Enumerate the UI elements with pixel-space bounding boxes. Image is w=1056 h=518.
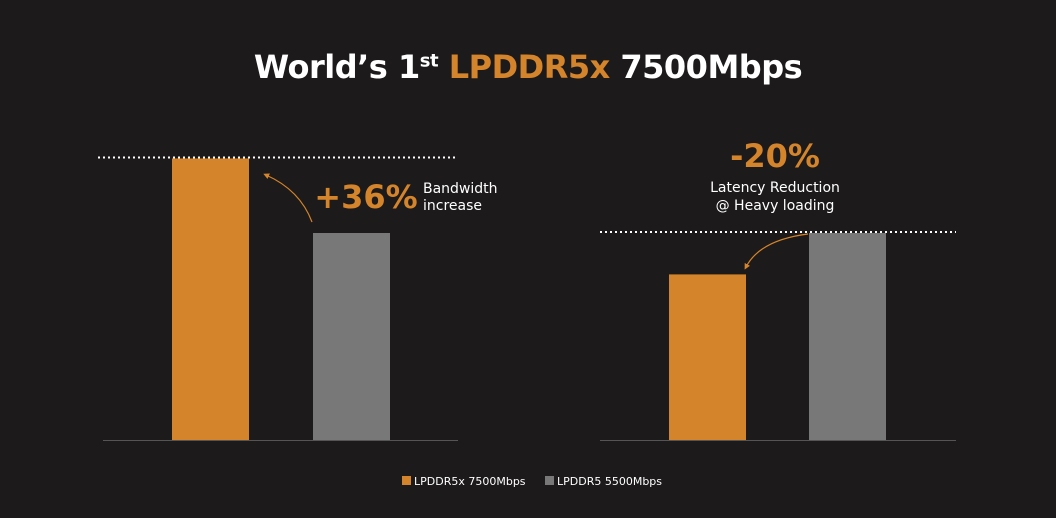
right-annotation-line2: @ Heavy loading xyxy=(716,198,835,214)
bar-1-0 xyxy=(669,274,746,440)
right-annotation-value: -20% xyxy=(730,137,820,175)
legend-label-lpddr5x: LPDDR5x 7500Mbps xyxy=(414,475,526,488)
title-superscript: st xyxy=(419,50,439,72)
bar-1-1 xyxy=(809,233,886,440)
legend-swatch-lpddr5 xyxy=(545,476,554,485)
left-annotation-value: +36% xyxy=(314,178,417,216)
title-suffix: 7500Mbps xyxy=(620,48,803,86)
legend-swatch-lpddr5x xyxy=(402,476,411,485)
page-title: World’s 1st LPDDR5x 7500Mbps xyxy=(0,48,1056,86)
right-arrow xyxy=(744,233,809,270)
left-arrow xyxy=(263,173,313,223)
left-annotation-line1: Bandwidth xyxy=(423,181,498,197)
right-annotation-line1: Latency Reduction xyxy=(710,180,840,196)
title-prefix: World’s 1 xyxy=(253,48,420,86)
title-highlight: LPDDR5x xyxy=(448,48,611,86)
bar-0-0 xyxy=(172,158,249,441)
left-annotation-line2: increase xyxy=(423,198,482,214)
legend-label-lpddr5: LPDDR5 5500Mbps xyxy=(557,475,662,488)
bar-0-1 xyxy=(313,233,390,440)
